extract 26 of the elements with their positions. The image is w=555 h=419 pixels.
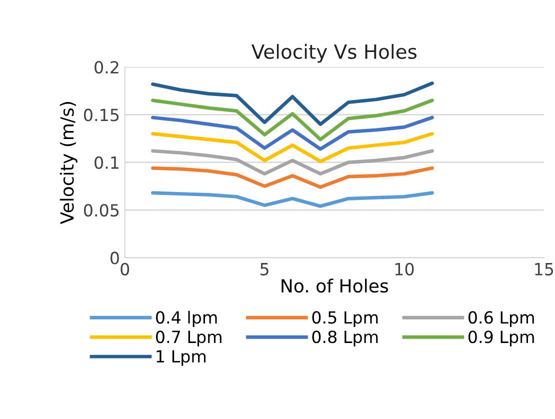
y-tick-label: 0.15 — [84, 108, 119, 122]
line-series — [151, 149, 434, 176]
y-tick-label: 0.1 — [94, 156, 118, 169]
x-tick-label: 15 — [535, 263, 554, 276]
line-series — [151, 98, 434, 142]
line-series — [151, 82, 434, 126]
legend-label: 0.7 Lpm — [156, 330, 222, 346]
legend-label: 0.5 Lpm — [312, 311, 378, 327]
y-tick-label: 0.2 — [94, 61, 118, 74]
legend-label: 0.4 lpm — [156, 310, 217, 327]
x-axis-title: No. of Holes — [282, 278, 388, 293]
y-tick-label: 0.05 — [84, 204, 119, 217]
x-tick-label: 5 — [260, 263, 268, 276]
line-series — [151, 191, 434, 208]
line-series — [151, 166, 434, 189]
line-series — [151, 132, 434, 164]
legend-label: 0.9 Lpm — [468, 330, 534, 346]
y-axis-title: Velocity (m/s) — [60, 102, 78, 224]
line-series — [151, 116, 434, 151]
x-tick-label: 10 — [395, 262, 414, 276]
legend-label: 0.8 Lpm — [312, 330, 378, 346]
chart-title: Velocity Vs Holes — [251, 44, 416, 63]
legend-label: 0.6 Lpm — [468, 311, 534, 327]
x-tick-label: 0 — [120, 262, 130, 276]
legend-label: 1 Lpm — [156, 350, 206, 366]
y-tick-label: 0 — [110, 252, 119, 264]
